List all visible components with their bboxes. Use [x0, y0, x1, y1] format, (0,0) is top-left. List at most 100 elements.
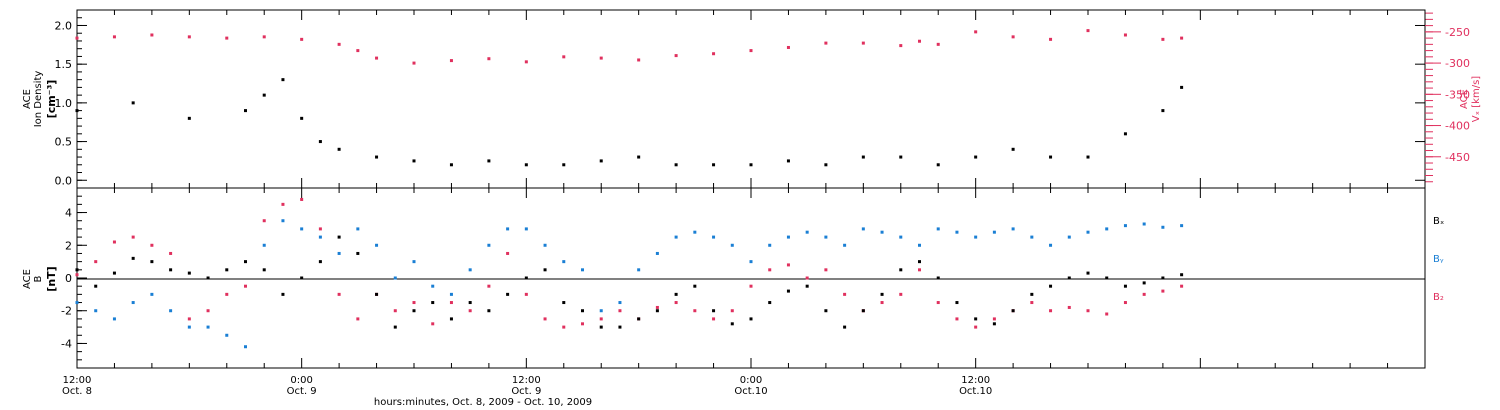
bx-point — [674, 292, 678, 296]
vx-point — [187, 35, 191, 39]
top-left-axis-title: ACE Ion Density [cm⁻³] — [22, 71, 58, 128]
bx-point — [318, 260, 322, 264]
xtick-label-time: 0:00 — [290, 375, 312, 386]
by-point — [487, 243, 491, 247]
ion-density-point — [487, 159, 491, 163]
bz-point — [206, 309, 210, 313]
vx-point — [75, 36, 79, 40]
bx-point — [206, 276, 210, 280]
bx-point — [337, 235, 341, 239]
ion-density-point — [1086, 155, 1090, 159]
bx-point — [805, 284, 809, 288]
xtick-label-time: 12:00 — [961, 375, 990, 386]
vx-point — [599, 56, 603, 60]
vx-point — [1011, 35, 1015, 39]
top-left-axis-title-line2: Ion Density — [33, 71, 44, 128]
vx-point — [300, 37, 304, 41]
bz-point — [449, 301, 453, 305]
bx-point — [749, 317, 753, 321]
top-left-axis-unit: [cm⁻³] — [45, 80, 58, 119]
by-point — [375, 243, 379, 247]
bx-point — [431, 301, 435, 305]
vx-point — [1086, 29, 1090, 33]
ion-density-point — [936, 163, 940, 167]
by-point — [824, 235, 828, 239]
bz-point — [1161, 289, 1165, 293]
vx-point — [824, 41, 828, 45]
bz-point — [581, 322, 584, 326]
bottom-left-axis: 4 2 0 -2 -4 — [61, 195, 87, 361]
bz-point — [300, 197, 304, 201]
bx-point — [225, 268, 229, 272]
bz-point — [1086, 309, 1090, 313]
bottom-left-axis-unit: [nT] — [45, 266, 58, 291]
bz-point — [955, 317, 959, 321]
vx-point — [112, 35, 116, 39]
vx-point — [749, 49, 753, 53]
top-y2tick-label: -250 — [1445, 26, 1470, 39]
bz-point — [393, 309, 397, 313]
bz-point — [918, 268, 921, 272]
bz-point — [112, 240, 116, 244]
bx-point — [581, 309, 584, 313]
bx-point — [1030, 292, 1034, 296]
ion-density-point — [75, 109, 79, 113]
by-point — [449, 292, 453, 296]
bottom-left-axis-title-line1: ACE — [22, 269, 33, 289]
by-point — [1180, 224, 1184, 228]
bz-point — [75, 273, 79, 277]
bx-point — [1011, 309, 1015, 313]
bz-point — [655, 305, 659, 309]
bx-point — [412, 309, 416, 313]
xtick-label-time: 12:00 — [63, 375, 92, 386]
vx-point — [861, 41, 865, 45]
bx-point — [244, 260, 247, 264]
bz-point — [524, 292, 528, 296]
bx-point — [1067, 276, 1071, 280]
vx-point — [487, 57, 491, 61]
legend-bx: Bₓ — [1433, 216, 1444, 227]
by-point — [955, 230, 959, 234]
xtick-label-time: 12:00 — [512, 375, 541, 386]
bx-point — [880, 292, 884, 296]
bz-point — [431, 322, 435, 326]
bottom-ytick-label: -2 — [61, 305, 72, 318]
bz-point — [749, 284, 753, 288]
by-point — [150, 292, 154, 296]
bx-point — [618, 325, 622, 329]
bx-point — [562, 301, 566, 305]
ion-density-point — [712, 163, 716, 167]
bx-point — [693, 284, 697, 288]
by-point — [1049, 243, 1053, 247]
bx-point — [637, 317, 641, 321]
by-point — [786, 235, 790, 239]
by-point — [974, 235, 978, 239]
vx-point — [918, 39, 921, 43]
bx-point — [543, 268, 547, 272]
xtick-label-time: 0:00 — [740, 375, 762, 386]
top-panel-frame — [76, 9, 1426, 189]
bz-point — [805, 276, 809, 280]
legend-bz: B₂ — [1433, 292, 1444, 303]
bz-point — [487, 284, 491, 288]
ion-density-point — [318, 140, 322, 144]
vx-point — [1161, 37, 1165, 41]
ion-density-point — [637, 155, 641, 159]
bz-point — [94, 260, 98, 264]
by-point — [543, 243, 547, 247]
bz-point — [1142, 292, 1146, 296]
ion-density-point — [187, 116, 191, 120]
bz-point — [880, 301, 884, 305]
by-point — [618, 301, 622, 305]
bx-point — [599, 325, 603, 329]
bz-point — [131, 235, 135, 239]
bx-point — [94, 284, 98, 288]
vx-point — [786, 45, 790, 49]
vx-point — [150, 33, 154, 37]
vx-point — [674, 54, 678, 58]
bx-point — [524, 276, 528, 280]
bx-point — [281, 292, 285, 296]
bz-point — [169, 251, 173, 255]
bx-point — [768, 301, 772, 305]
bz-point — [1180, 284, 1184, 288]
